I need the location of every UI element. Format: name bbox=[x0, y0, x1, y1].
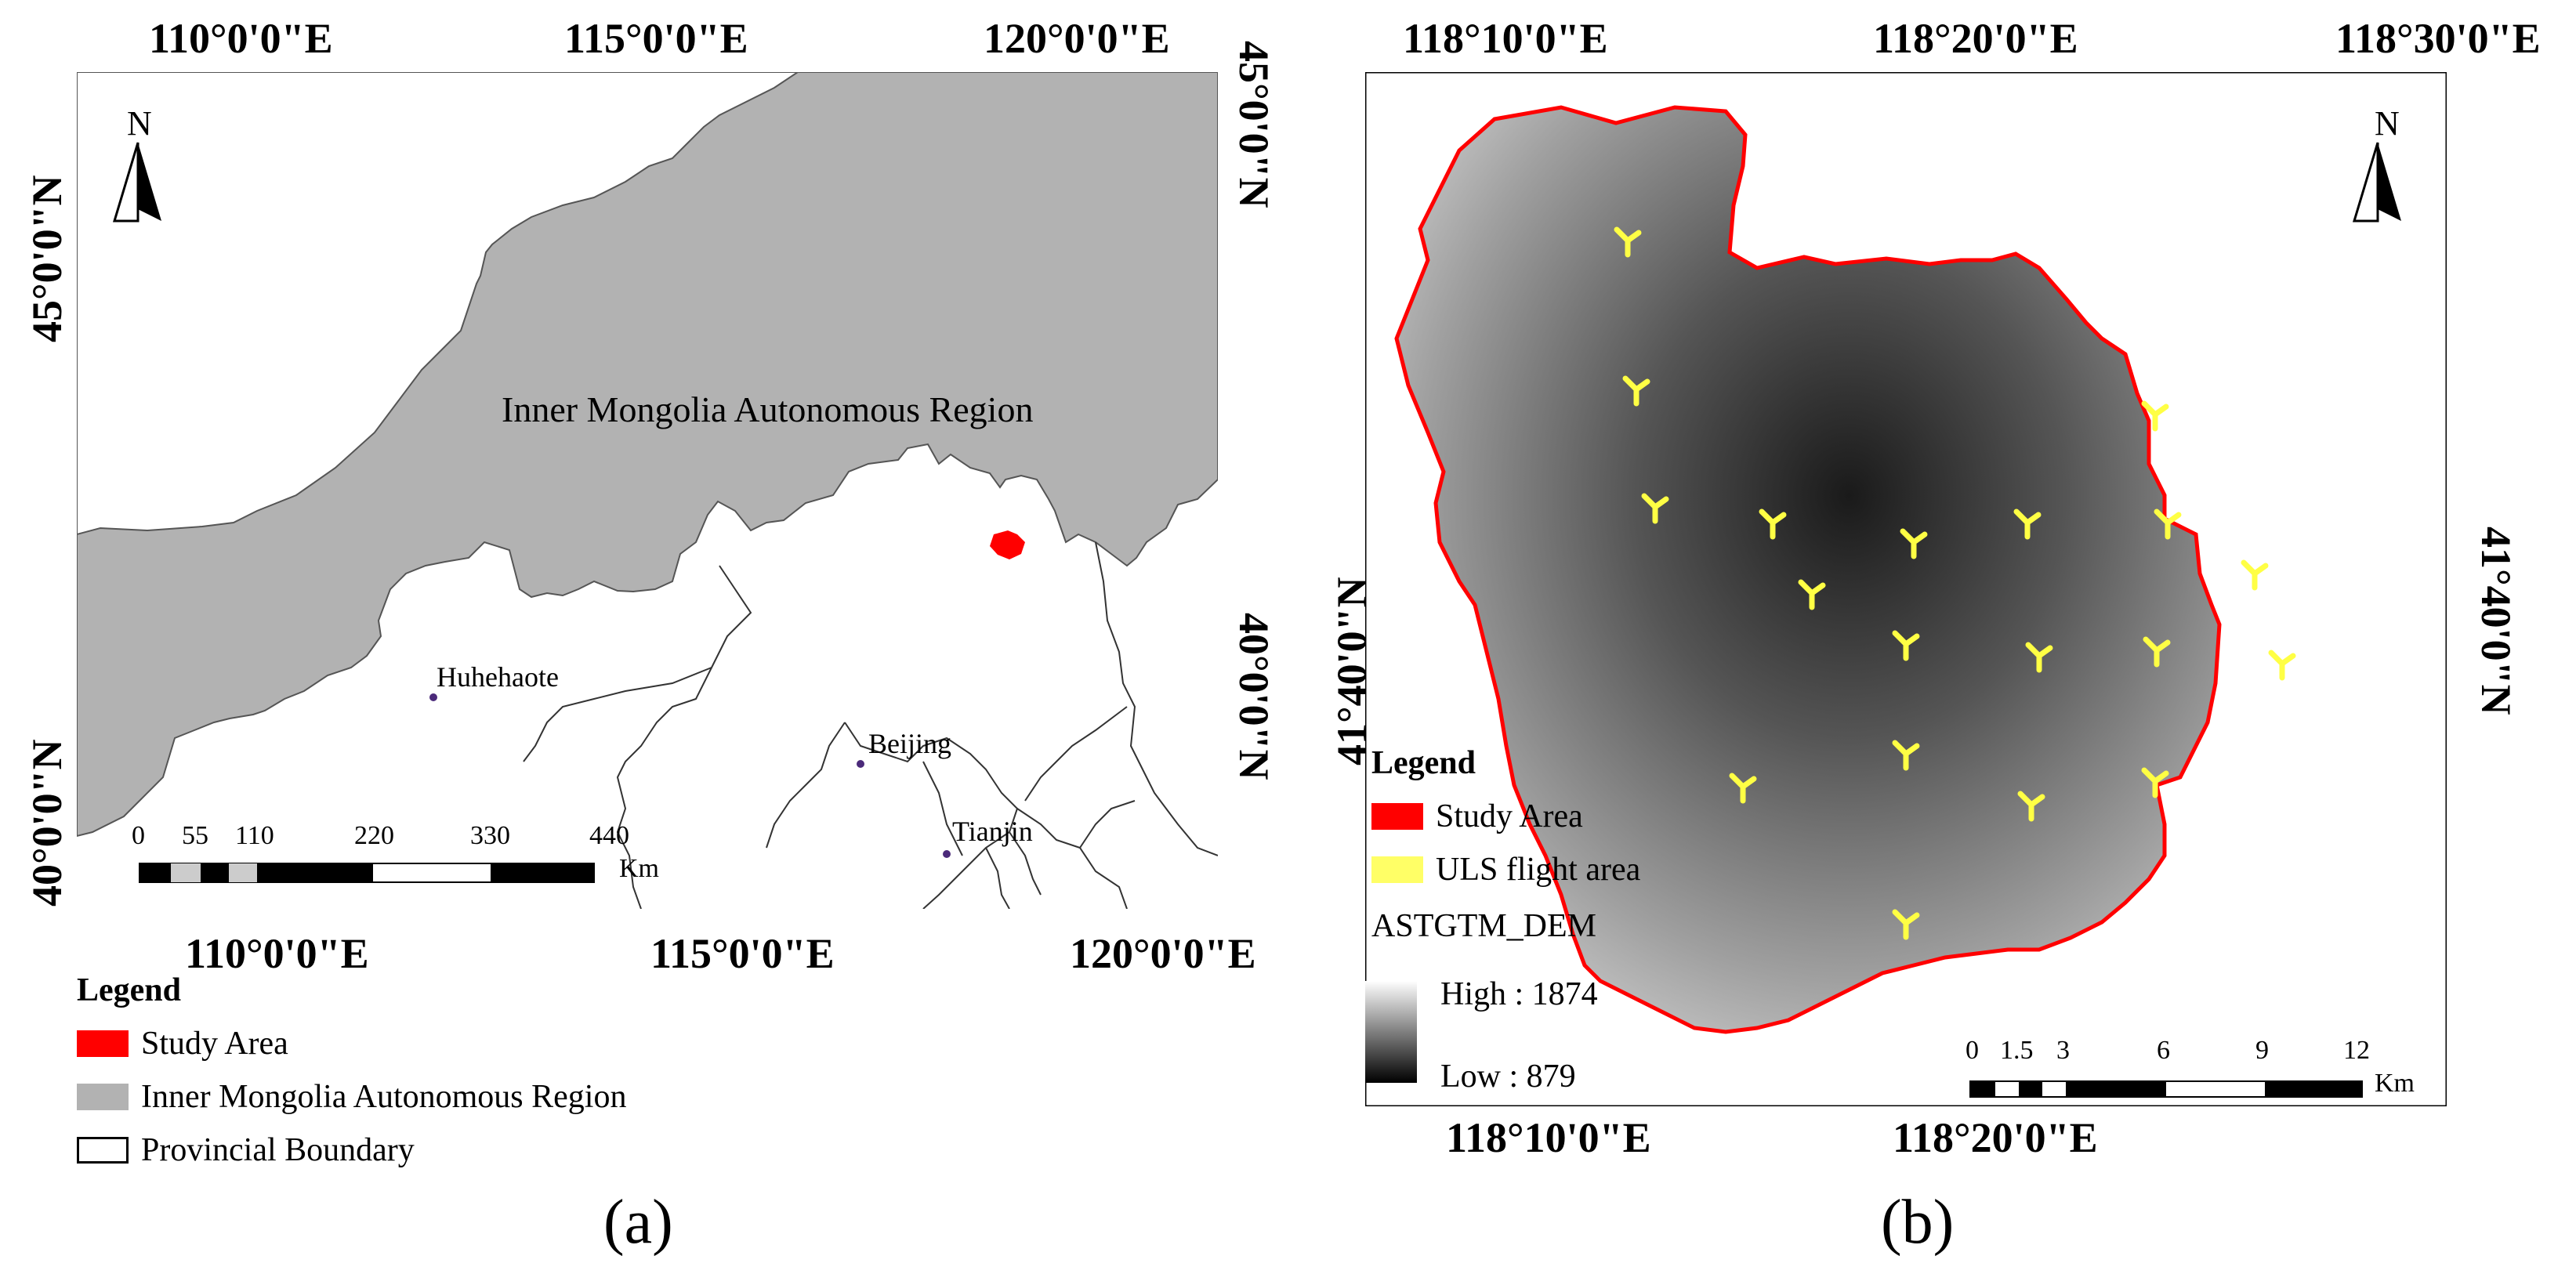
a-legend-title: Legend bbox=[77, 972, 182, 1008]
a-city-huhehaote: Huhehaote bbox=[437, 661, 559, 693]
b-right-lat: 41°40'0"N bbox=[2473, 527, 2520, 715]
a-bottom-lon-3: 120°0'0"E bbox=[1070, 930, 1256, 977]
flight-marker bbox=[2268, 650, 2296, 681]
a-legend-item: Inner Mongolia Autonomous Region bbox=[77, 1078, 626, 1116]
mongolia-border bbox=[77, 72, 799, 536]
a-legend-label: Study Area bbox=[141, 1026, 288, 1062]
a-left-lat-2: 40°0'0"N bbox=[24, 739, 71, 907]
a-legend-item: Provincial Boundary bbox=[77, 1131, 626, 1169]
a-north-label: N bbox=[127, 104, 152, 143]
a-scale-unit: Km bbox=[619, 854, 659, 883]
flight-markers bbox=[1614, 226, 2296, 940]
a-legend-swatch bbox=[77, 1084, 129, 1110]
b-scale-tick: 12 bbox=[2343, 1036, 2370, 1065]
b-scale-bar bbox=[1969, 1080, 2363, 1098]
a-region-label: Inner Mongolia Autonomous Region bbox=[502, 389, 1034, 429]
a-scale-bar bbox=[139, 863, 595, 883]
a-top-lon-1: 110°0'0"E bbox=[149, 15, 333, 62]
flight-marker bbox=[2241, 559, 2269, 591]
a-right-lat-2: 40°0'0"N bbox=[1230, 613, 1277, 780]
a-legend-label: Inner Mongolia Autonomous Region bbox=[141, 1079, 627, 1115]
b-top-lon-1: 118°10'0"E bbox=[1403, 15, 1608, 62]
b-top-lon-3: 118°30'0"E bbox=[2335, 15, 2541, 62]
a-legend: Legend Study Area Inner Mongolia Autonom… bbox=[77, 972, 626, 1169]
a-bottom-lon-1: 110°0'0"E bbox=[185, 930, 369, 977]
flight-marker bbox=[2141, 767, 2169, 798]
b-map bbox=[1365, 72, 2447, 1106]
b-legend-label: ULS flight area bbox=[1436, 852, 1641, 888]
flight-marker bbox=[2013, 509, 2042, 540]
a-city-tianjin: Tianjin bbox=[952, 816, 1033, 847]
b-study-area bbox=[1394, 105, 2222, 1034]
b-legend-item: Study Area bbox=[1371, 798, 1640, 835]
b-north-arrow-icon bbox=[2352, 142, 2401, 223]
b-panel-label: (b) bbox=[1881, 1188, 1955, 1257]
b-legend-title: Legend bbox=[1371, 745, 1476, 781]
a-top-lon-2: 115°0'0"E bbox=[564, 15, 748, 62]
b-dem-low: Low : 879 bbox=[1440, 1059, 1576, 1095]
a-right-lat-1: 45°0'0"N bbox=[1230, 41, 1277, 208]
a-scale-tick: 55 bbox=[182, 821, 208, 850]
b-scale-tick: 9 bbox=[2255, 1036, 2269, 1065]
a-left-lat-1: 45°0'0"N bbox=[24, 175, 71, 342]
a-bottom-lon-2: 115°0'0"E bbox=[650, 930, 835, 977]
flight-marker bbox=[1892, 740, 1920, 771]
flight-marker bbox=[2141, 400, 2169, 432]
tianjin-dot bbox=[943, 850, 951, 858]
b-legend-swatch bbox=[1371, 803, 1423, 830]
b-dem-high: High : 1874 bbox=[1440, 976, 1598, 1012]
a-legend-label: Provincial Boundary bbox=[141, 1132, 415, 1168]
b-legend-label: Study Area bbox=[1436, 798, 1583, 834]
flight-marker bbox=[1892, 630, 1920, 661]
a-legend-swatch bbox=[77, 1030, 129, 1057]
flight-marker bbox=[2143, 636, 2171, 668]
flight-marker bbox=[1892, 909, 1920, 940]
b-scale-tick: 6 bbox=[2157, 1036, 2170, 1065]
flight-marker bbox=[1614, 226, 1642, 258]
b-scale-tick: 0 bbox=[1966, 1036, 1979, 1065]
b-legend-swatch bbox=[1371, 856, 1423, 883]
a-map bbox=[77, 72, 1218, 909]
a-scale-tick: 330 bbox=[470, 821, 510, 850]
beijing-dot bbox=[857, 760, 864, 768]
flight-marker bbox=[1641, 493, 1669, 524]
b-bottom-lon-1: 118°10'0"E bbox=[1446, 1114, 1651, 1161]
flight-marker bbox=[2154, 509, 2182, 540]
a-scale-tick: 0 bbox=[132, 821, 145, 850]
b-top-lon-2: 118°20'0"E bbox=[1873, 15, 2078, 62]
flight-marker bbox=[1900, 528, 1928, 559]
a-city-beijing: Beijing bbox=[868, 728, 951, 759]
b-legend: Legend Study Area ULS flight area ASTGTM… bbox=[1371, 744, 1640, 945]
a-scale-tick: 220 bbox=[354, 821, 394, 850]
b-bottom-lon-2: 118°20'0"E bbox=[1893, 1114, 2098, 1161]
a-panel-label: (a) bbox=[603, 1188, 673, 1257]
b-scale-tick: 1.5 bbox=[2000, 1036, 2034, 1065]
a-legend-item: Study Area bbox=[77, 1025, 626, 1062]
flight-marker bbox=[2017, 791, 2045, 822]
flight-marker bbox=[1729, 773, 1757, 804]
flight-marker bbox=[1759, 509, 1787, 540]
b-north-label: N bbox=[2375, 104, 2400, 143]
a-scale-tick: 110 bbox=[235, 821, 274, 850]
a-scale-tick: 440 bbox=[589, 821, 629, 850]
flight-marker bbox=[1622, 375, 1650, 407]
dem-ramp bbox=[1365, 981, 1417, 1083]
b-scale-unit: Km bbox=[2375, 1069, 2415, 1098]
b-scale-tick: 3 bbox=[2056, 1036, 2070, 1065]
b-dem-title: ASTGTM_DEM bbox=[1371, 908, 1597, 944]
flight-marker bbox=[2025, 642, 2053, 673]
flight-marker bbox=[1798, 579, 1826, 610]
a-top-lon-3: 120°0'0"E bbox=[984, 15, 1170, 62]
a-north-arrow-icon bbox=[112, 142, 161, 223]
huhehaote-dot bbox=[429, 693, 437, 701]
study-area-marker bbox=[990, 530, 1025, 559]
a-legend-swatch bbox=[77, 1137, 129, 1164]
b-legend-item: ULS flight area bbox=[1371, 851, 1640, 889]
